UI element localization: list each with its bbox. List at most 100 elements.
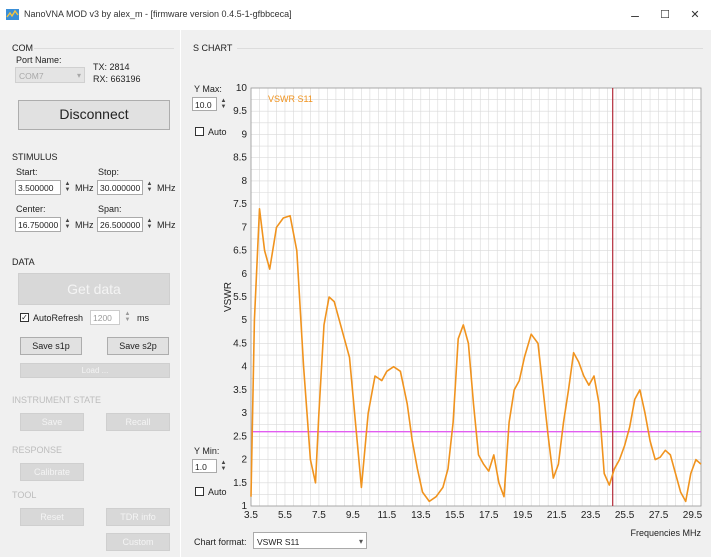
y-tick-label: 8.5: [233, 153, 247, 164]
stimulus-heading: STIMULUS: [12, 152, 58, 162]
y-tick-label: 7: [241, 222, 247, 233]
y-tick-label: 8: [241, 176, 247, 187]
tdr-info-button[interactable]: TDR info: [106, 508, 170, 526]
center-unit: MHz: [75, 220, 94, 230]
y-tick-label: 9: [241, 129, 247, 140]
ymin-auto-label: Auto: [208, 487, 227, 497]
stop-unit: MHz: [157, 183, 176, 193]
chart-panel: S CHART Y Max: 10.0 ▲ ▼ Auto Y Min: 1.0 ▲…: [181, 30, 711, 557]
close-button[interactable]: ✕: [690, 9, 700, 21]
start-frequency-input[interactable]: 3.500000: [15, 180, 61, 195]
ymax-label: Y Max:: [194, 84, 222, 94]
instrument-save-button[interactable]: Save: [20, 413, 84, 431]
port-name-label: Port Name:: [16, 55, 62, 65]
start-spinner-arrows[interactable]: ▲ ▼: [64, 181, 71, 193]
vswr-chart: 11.522.533.544.555.566.577.588.599.510 3…: [223, 83, 703, 538]
ymin-label: Y Min:: [194, 446, 220, 456]
center-spinner-arrows[interactable]: ▲ ▼: [64, 218, 71, 230]
stop-spinner-arrows[interactable]: ▲ ▼: [146, 181, 153, 193]
x-tick-label: 17.5: [479, 510, 499, 521]
span-spinner-arrows[interactable]: ▲ ▼: [146, 218, 153, 230]
x-tick-label: 27.5: [649, 510, 669, 521]
disconnect-button[interactable]: Disconnect: [18, 100, 170, 130]
x-tick-label: 5.5: [278, 510, 292, 521]
chart-grid: [250, 87, 702, 507]
minimize-button[interactable]: –: [631, 7, 639, 23]
left-panel: COM Port Name: COM7 ▾ TX: 2814 RX: 66319…: [0, 30, 180, 557]
load-button[interactable]: Load ...: [20, 363, 170, 378]
ymax-auto-label: Auto: [208, 127, 227, 137]
x-tick-label: 25.5: [615, 510, 635, 521]
ymin-auto-checkbox[interactable]: [195, 487, 204, 496]
x-tick-label: 7.5: [312, 510, 326, 521]
com-divider: [34, 48, 174, 49]
ymax-auto-checkbox[interactable]: [195, 127, 204, 136]
instrument-state-heading: INSTRUMENT STATE: [12, 395, 102, 405]
x-tick-labels: 3.5 5.5 7.5 9.5 11.5 13.5 15.5 17.5 19.5 21.5 23.5…: [244, 510, 703, 521]
x-tick-label: 29.5: [683, 510, 703, 521]
stop-frequency-input[interactable]: 30.000000: [97, 180, 143, 195]
tool-custom-button[interactable]: Custom: [106, 533, 170, 551]
y-tick-label: 6: [241, 269, 247, 280]
autorefresh-label: AutoRefresh: [33, 313, 84, 323]
ymax-input[interactable]: 10.0: [192, 97, 217, 111]
y-tick-label: 3.5: [233, 385, 247, 396]
y-tick-label: 6.5: [233, 246, 247, 257]
start-label: Start:: [16, 167, 38, 177]
start-unit: MHz: [75, 183, 94, 193]
x-tick-label: 19.5: [513, 510, 533, 521]
y-tick-label: 5.5: [233, 292, 247, 303]
interval-unit: ms: [137, 313, 149, 323]
window-title: NanoVNA MOD v3 by alex_m - [firmware ver…: [24, 9, 292, 19]
autorefresh-checkbox[interactable]: ✓: [20, 313, 29, 322]
save-s1p-button[interactable]: Save s1p: [20, 337, 82, 355]
y-tick-label: 3: [241, 408, 247, 419]
chevron-down-icon: ▾: [76, 71, 81, 80]
calibrate-button[interactable]: Calibrate: [20, 463, 84, 481]
chart-format-select[interactable]: VSWR S11 ▾: [253, 532, 367, 549]
interval-spinner-arrows[interactable]: ▲ ▼: [124, 311, 131, 323]
stop-label: Stop:: [98, 167, 120, 177]
instrument-recall-button[interactable]: Recall: [106, 413, 170, 431]
y-tick-label: 2.5: [233, 431, 247, 442]
y-tick-label: 4: [241, 362, 247, 373]
get-data-button[interactable]: Get data: [18, 273, 170, 305]
x-axis-label: Frequencies MHz: [630, 528, 701, 538]
ymin-spinner-arrows[interactable]: ▲ ▼: [220, 460, 227, 472]
tool-reset-button[interactable]: Reset: [20, 508, 84, 526]
y-tick-label: 2: [241, 455, 247, 466]
data-heading: DATA: [12, 257, 35, 267]
ymin-input[interactable]: 1.0: [192, 459, 217, 473]
y-tick-label: 4.5: [233, 338, 247, 349]
maximize-button[interactable]: ☐: [660, 9, 670, 21]
chart-marks: [250, 88, 702, 506]
port-value: COM7: [19, 71, 44, 81]
save-s2p-button[interactable]: Save s2p: [107, 337, 169, 355]
chart-format-label: Chart format:: [194, 537, 247, 547]
tx-count: TX: 2814: [93, 62, 130, 72]
chevron-down-icon: ▾: [358, 537, 363, 546]
rx-count: RX: 663196: [93, 74, 141, 84]
nanovna-app-icon: [6, 9, 19, 20]
y-tick-label: 1: [241, 501, 247, 512]
plot-border: [250, 87, 702, 507]
tool-heading: TOOL: [12, 490, 37, 500]
y-tick-label: 7.5: [233, 199, 247, 210]
span-unit: MHz: [157, 220, 176, 230]
x-tick-label: 23.5: [581, 510, 601, 521]
chart-format-value: VSWR S11: [257, 537, 300, 547]
y-tick-label: 5: [241, 315, 247, 326]
vswr-s11-series-line: [250, 208, 702, 503]
span-frequency-input[interactable]: 26.500000: [97, 217, 143, 232]
response-heading: RESPONSE: [12, 445, 63, 455]
center-frequency-input[interactable]: 16.750000: [15, 217, 61, 232]
ymax-spinner-arrows[interactable]: ▲ ▼: [220, 98, 227, 110]
y-tick-label: 1.5: [233, 478, 247, 489]
s-chart-heading: S CHART: [193, 43, 233, 53]
y-tick-label: 9.5: [233, 106, 247, 117]
x-tick-label: 21.5: [547, 510, 567, 521]
x-tick-label: 3.5: [244, 510, 258, 521]
refresh-interval-input[interactable]: 1200: [90, 310, 120, 325]
x-tick-label: 9.5: [346, 510, 360, 521]
port-select[interactable]: COM7 ▾: [15, 67, 85, 83]
